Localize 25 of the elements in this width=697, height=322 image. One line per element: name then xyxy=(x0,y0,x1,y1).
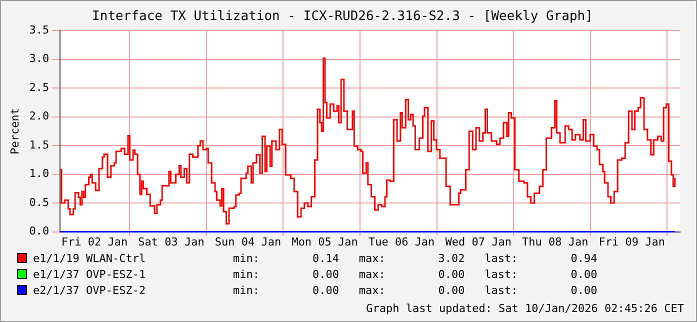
y-tick-label: 0.5 xyxy=(29,196,50,209)
y-tick-label: 1.5 xyxy=(29,138,50,152)
legend-label: e1/1/37 OVP-ESZ-1 xyxy=(33,268,147,280)
legend-label: e2/1/37 OVP-ESZ-2 xyxy=(33,284,147,296)
y-tick-label: 1.0 xyxy=(29,167,50,180)
y-tick-label: 2.0 xyxy=(29,110,50,123)
text: min: 0.00 max: 0.00 last: 0.00 xyxy=(233,284,598,296)
x-tick-label: Wed 07 Jan xyxy=(445,235,512,248)
x-tick-label: Thu 08 Jan xyxy=(522,235,588,248)
x-tick-label: Fri 09 Jan xyxy=(598,235,665,248)
text: min: 0.00 max: 0.00 last: 0.00 xyxy=(233,268,598,280)
text: min: 0.14 max: 3.02 last: 0.94 xyxy=(233,252,598,264)
y-axis-title: Percent xyxy=(8,108,22,154)
legend-label: e1/1/19 WLAN-Ctrl xyxy=(33,252,147,264)
x-tick-label: Mon 05 Jan xyxy=(292,235,358,248)
x-tick-label: Fri 02 Jan xyxy=(61,235,128,248)
y-tick-label: 3.5 xyxy=(29,23,50,36)
x-tick-label: Sat 03 Jan xyxy=(138,235,204,248)
x-tick-label: Tue 06 Jan xyxy=(368,235,435,248)
text: Graph last updated: Sat 10/Jan/2026 02:45:26 CET xyxy=(366,302,684,315)
y-tick-label: 2.5 xyxy=(29,80,50,94)
y-tick-label: 0.0 xyxy=(29,224,50,238)
x-tick-label: Sun 04 Jan xyxy=(214,235,282,248)
chart-title: Interface TX Utilization - ICX-RUD26-2.316-S2.3 - [Weekly Graph] xyxy=(92,9,593,24)
y-tick-label: 3.0 xyxy=(29,52,50,66)
